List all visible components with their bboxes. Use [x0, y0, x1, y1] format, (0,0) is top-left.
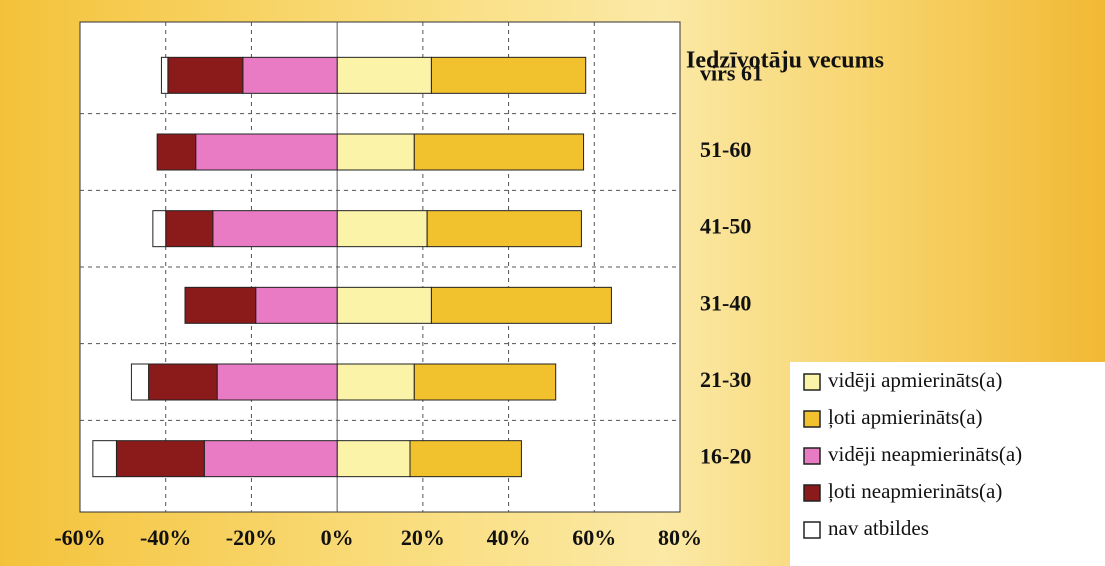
bar-segment	[115, 440, 205, 478]
bar-segment	[160, 56, 169, 94]
bar-segment	[156, 133, 197, 171]
bar-segment	[426, 210, 582, 248]
bar-segment	[413, 133, 585, 171]
legend-label: ļoti apmierināts(a)	[828, 405, 983, 429]
category-label: 41-50	[700, 214, 751, 239]
bar-segment	[195, 133, 338, 171]
bar-segment	[212, 210, 338, 248]
bar-segment	[255, 286, 338, 324]
bar-segment	[336, 286, 432, 324]
category-label: 16-20	[700, 444, 751, 469]
bar-segment	[130, 363, 150, 401]
chart-title: Iedzīvotāju vecums	[686, 48, 884, 74]
x-tick-label: 0%	[321, 525, 354, 550]
bar-segment	[216, 363, 338, 401]
bar-segment	[430, 286, 612, 324]
x-tick-label: -20%	[226, 525, 277, 550]
bar-segment	[409, 440, 522, 478]
legend-swatch	[803, 373, 821, 391]
bar-segment	[148, 363, 218, 401]
bar-segment	[165, 210, 214, 248]
legend-background	[790, 362, 1105, 566]
bar-segment	[167, 56, 244, 94]
bar-segment	[336, 440, 411, 478]
bar-segment	[336, 363, 415, 401]
legend-swatch	[803, 484, 821, 502]
legend-swatch	[803, 447, 821, 465]
bar-segment	[242, 56, 338, 94]
bar-segment	[184, 286, 257, 324]
category-label: virs 61	[700, 60, 763, 85]
legend-label: ļoti neapmierināts(a)	[828, 479, 1002, 503]
bar-segment	[413, 363, 557, 401]
x-tick-label: -60%	[54, 525, 105, 550]
category-label: 21-30	[700, 367, 751, 392]
bar-segment	[152, 210, 167, 248]
x-tick-label: 60%	[572, 525, 616, 550]
category-label: 51-60	[700, 137, 751, 162]
legend-label: vidēji neapmierināts(a)	[828, 442, 1022, 466]
legend-swatch	[803, 410, 821, 428]
bar-segment	[92, 440, 117, 478]
legend-label: nav atbildes	[828, 516, 929, 540]
x-tick-label: 20%	[401, 525, 445, 550]
x-tick-label: 40%	[487, 525, 531, 550]
bar-segment	[336, 210, 428, 248]
bar-segment	[336, 133, 415, 171]
legend-swatch	[803, 521, 821, 539]
bar-segment	[430, 56, 587, 94]
category-label: 31-40	[700, 290, 751, 315]
x-tick-label: -40%	[140, 525, 191, 550]
bar-segment	[203, 440, 338, 478]
x-tick-label: 80%	[658, 525, 702, 550]
legend-label: vidēji apmierināts(a)	[828, 368, 1002, 392]
bar-segment	[336, 56, 432, 94]
